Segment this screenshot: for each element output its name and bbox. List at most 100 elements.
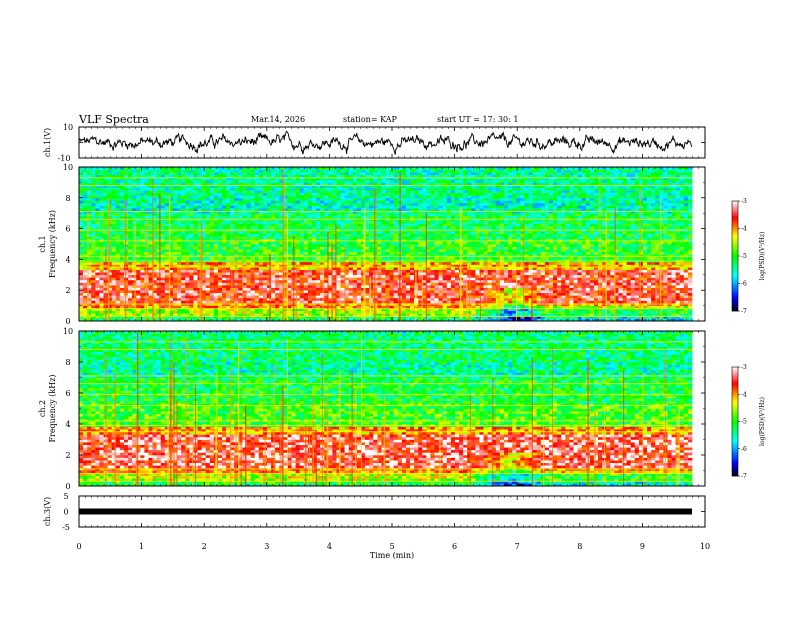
spectrogram-cell — [296, 190, 300, 193]
spectrogram-cell — [206, 198, 210, 201]
spectrogram-cell — [304, 313, 308, 316]
spectrogram-cell — [153, 203, 157, 206]
spectrogram-cell — [136, 170, 140, 173]
spectrogram-cell — [271, 311, 275, 314]
spectrogram-cell — [255, 298, 259, 301]
spectrogram-cell — [116, 241, 120, 244]
spectrogram-cell — [206, 223, 210, 226]
spectrogram-cell — [132, 295, 136, 298]
spectrogram-cell — [128, 313, 132, 316]
spectrogram-cell — [218, 226, 222, 229]
spectrogram-cell — [108, 195, 112, 198]
spectrogram-cell — [255, 208, 259, 211]
spectrogram-cell — [304, 226, 308, 229]
spectrogram-cell — [259, 272, 263, 275]
spectrogram-cell — [136, 206, 140, 209]
spectrogram-cell — [189, 234, 193, 237]
spectrogram-cell — [210, 257, 214, 260]
spectrogram-cell — [349, 257, 353, 260]
spectrogram-cell — [308, 198, 312, 201]
spectrogram-cell — [365, 311, 369, 314]
spectrogram-cell — [218, 298, 222, 301]
spectrogram-cell — [336, 257, 340, 260]
spectrogram-cell — [390, 172, 394, 175]
spectrogram-cell — [148, 288, 152, 291]
spectrogram-cell — [144, 216, 148, 219]
spectrogram-cell — [198, 180, 202, 183]
spectrogram-cell — [218, 290, 222, 293]
spectrogram-cell — [316, 180, 320, 183]
spectrogram-cell — [210, 203, 214, 206]
spectrogram-cell — [255, 306, 259, 309]
spectrogram-cell — [222, 193, 226, 196]
spectrogram-cell — [332, 221, 336, 224]
spectrogram-cell — [222, 226, 226, 229]
spectrogram-cell — [83, 231, 87, 234]
spectrogram-cell — [275, 295, 279, 298]
spectrogram-cell — [173, 290, 177, 293]
spectrogram-cell — [247, 285, 251, 288]
spectrogram-cell — [108, 170, 112, 173]
spectrogram-cell — [153, 206, 157, 209]
spectrogram-cell — [222, 313, 226, 316]
spectrogram-cell — [369, 272, 373, 275]
spectrogram-cell — [120, 195, 124, 198]
spectrogram-cell — [148, 234, 152, 237]
spectrogram-cell — [394, 208, 398, 211]
spectrogram-cell — [120, 252, 124, 255]
spectrogram-cell — [300, 285, 304, 288]
spectrogram-cell — [91, 234, 95, 237]
spectrogram-cell — [394, 262, 398, 265]
spectrogram-cell — [255, 241, 259, 244]
spectrogram-cell — [349, 300, 353, 303]
spectrogram-cell — [287, 311, 291, 314]
spectrogram-cell — [128, 172, 132, 175]
spectrogram-cell — [349, 213, 353, 216]
spectrogram-cell — [394, 285, 398, 288]
spectrogram-cell — [373, 208, 377, 211]
spectrogram-cell — [353, 293, 357, 296]
spectrogram-cell — [369, 244, 373, 247]
spectrogram-cell — [83, 175, 87, 178]
spectrogram-cell — [304, 236, 308, 239]
spectrogram-cell — [349, 195, 353, 198]
spectrogram-cell — [251, 272, 255, 275]
spectrogram-cell — [206, 277, 210, 280]
spectrogram-cell — [148, 275, 152, 278]
spectrogram-cell — [341, 203, 345, 206]
spectrogram-cell — [390, 285, 394, 288]
spectrogram-cell — [336, 208, 340, 211]
spectrogram-cell — [365, 180, 369, 183]
spectrogram-cell — [357, 198, 361, 201]
spectrogram-cell — [394, 198, 398, 201]
spectrogram-cell — [99, 170, 103, 173]
spectrogram-cell — [247, 313, 251, 316]
spectrogram-cell — [259, 306, 263, 309]
spectrogram-cell — [193, 270, 197, 273]
spectrogram-cell — [381, 190, 385, 193]
spectrogram-cell — [161, 223, 165, 226]
spectrogram-cell — [173, 249, 177, 252]
spectrogram-cell — [189, 313, 193, 316]
spectrogram-cell — [148, 252, 152, 255]
spectrogram-cell — [251, 231, 255, 234]
spectrogram-cell — [132, 283, 136, 286]
spectrogram-cell — [226, 249, 230, 252]
spectrogram-cell — [345, 221, 349, 224]
spectrogram-cell — [193, 231, 197, 234]
spectrogram-cell — [308, 311, 312, 314]
spectrogram-cell — [161, 280, 165, 283]
spectrogram-cell — [157, 188, 161, 191]
spectrogram-cell — [271, 175, 275, 178]
spectrogram-cell — [296, 175, 300, 178]
spectrogram-cell — [230, 172, 234, 175]
spectrogram-cell — [357, 306, 361, 309]
spectrogram-cell — [304, 272, 308, 275]
spectrogram-cell — [189, 195, 193, 198]
spectrogram-cell — [79, 262, 83, 265]
spectrogram-cell — [332, 188, 336, 191]
spectrogram-cell — [373, 195, 377, 198]
spectrogram-cell — [165, 206, 169, 209]
spectrogram-cell — [320, 247, 324, 250]
spectrogram-cell — [267, 298, 271, 301]
